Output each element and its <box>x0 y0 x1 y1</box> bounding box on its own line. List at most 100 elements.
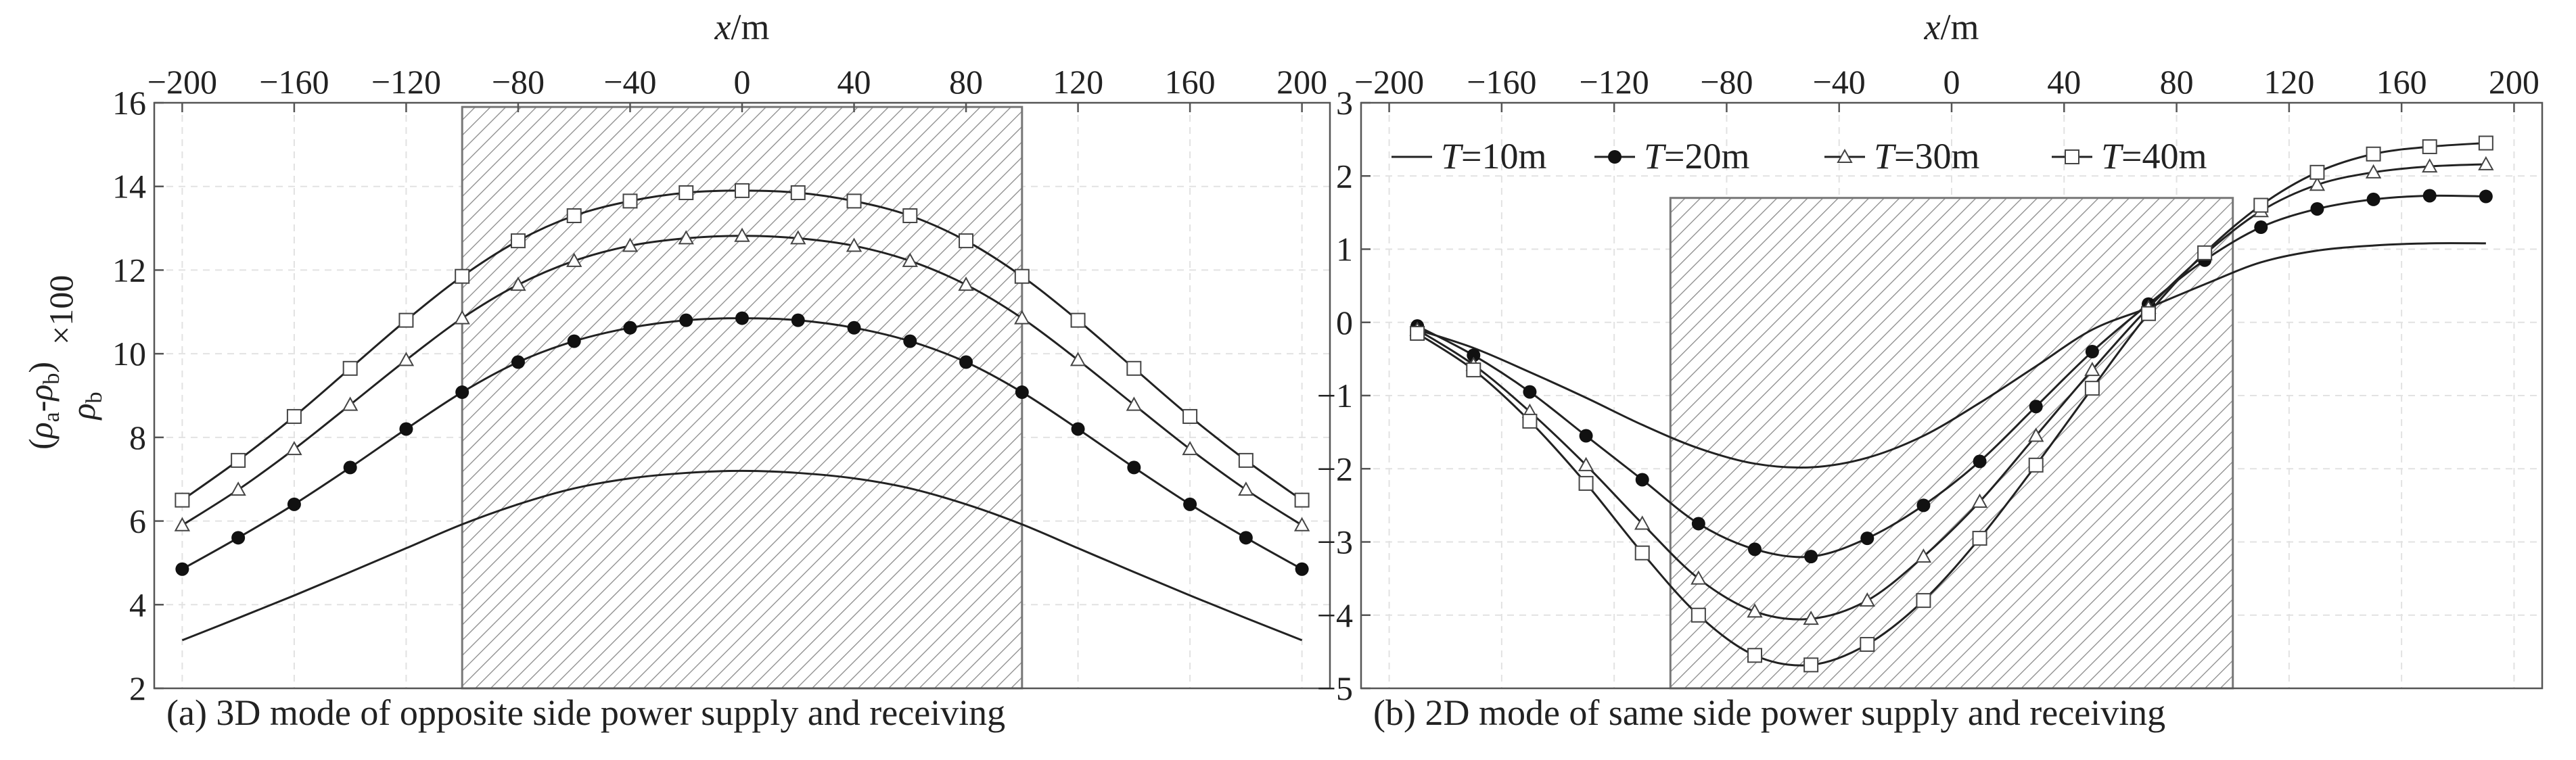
panel-a-point-t-30m <box>566 252 582 267</box>
panel-a-point-t-40m <box>1182 408 1198 424</box>
panel-b-point-t-40m <box>1634 545 1650 561</box>
panel-a-point-t-20m <box>399 422 413 436</box>
panel-a-point-t-40m <box>566 208 582 224</box>
legend-marker-t-30m <box>1837 148 1853 163</box>
panel-a-point-t-20m <box>903 334 917 348</box>
panel-b-point-t-20m <box>2310 201 2324 216</box>
panel-b-point-t-30m <box>1578 456 1594 471</box>
panel-a-point-t-20m <box>959 355 973 369</box>
panel-b-ytick-label: 3 <box>1336 84 1353 122</box>
panel-b-xtick-label: −40 <box>1813 63 1866 101</box>
panel-a-point-t-30m <box>174 517 191 531</box>
panel-b-point-t-20m <box>2479 189 2493 204</box>
legend-label-t-30m: T=30m <box>1874 136 1980 176</box>
legend-label-t-20m: T=20m <box>1644 136 1750 176</box>
panel-b-xtick-label: 80 <box>2160 63 2194 101</box>
panel-b-point-t-20m <box>1467 348 1481 362</box>
panel-b-point-t-20m <box>1916 498 1931 513</box>
panel-b-shaded-region <box>1669 197 2234 690</box>
panel-b-ytick-label: −3 <box>1317 523 1353 561</box>
panel-b-xtick-label: −200 <box>1354 63 1424 101</box>
panel-b-yticks: −5 −4 −3 −2 −1 0 1 2 3 <box>1317 84 1371 707</box>
panel-b-point-t-40m <box>1860 637 1875 652</box>
panel-a-ytick-label: 14 <box>112 168 146 206</box>
panel-b-point-t-40m <box>1972 531 1987 546</box>
panel-a-line-t-10m <box>181 469 1303 642</box>
panel-b-point-t-40m <box>1522 413 1538 429</box>
panel-a-point-t-40m <box>735 183 750 198</box>
panel-b-point-t-40m <box>2141 306 2156 321</box>
panel-a-ytick-label: 6 <box>129 502 146 540</box>
panel-b-line-t-10m <box>1417 242 2486 469</box>
panel-b-xticks: −200 −160 −120 −80 −40 0 40 80 120 160 200 <box>1354 63 2539 112</box>
panel-b-xtick-label: −160 <box>1467 63 1536 101</box>
panel-a-point-t-20m <box>175 562 189 576</box>
panel-a-caption: (a) 3D mode of opposite side power suppl… <box>166 692 1005 733</box>
panel-b-xlabel: x/m <box>1924 7 1979 47</box>
panel-b-ytick-label: 1 <box>1336 231 1353 268</box>
panel-a-point-t-30m <box>902 252 918 267</box>
panel-a-point-t-20m <box>1127 460 1141 475</box>
panel-a-xtick-label: 200 <box>1276 63 1327 101</box>
panel-b-caption: (b) 2D mode of same side power supply an… <box>1373 692 2165 733</box>
panel-a-xticks: −200 −160 −120 −80 −40 0 40 80 120 160 200 <box>147 63 1327 112</box>
panel-b-point-t-40m <box>1410 325 1425 341</box>
panel-b-point-t-20m <box>1523 385 1537 399</box>
panel-b-line-t-40m <box>1417 142 2486 667</box>
panel-b-line-t-20m <box>1417 194 2486 559</box>
panel-a-point-t-40m <box>1070 312 1086 328</box>
panel-b-xtick-label: −80 <box>1700 63 1753 101</box>
panel-a-ylabel: (ρa-ρb) ρb ×100 <box>22 275 107 450</box>
panel-a-point-t-20m <box>343 460 357 475</box>
panel-a-point-t-20m <box>231 531 246 545</box>
panel-a-point-t-40m <box>342 360 358 376</box>
panel-a-point-t-30m <box>454 310 470 325</box>
panel-a-point-t-40m <box>231 452 246 468</box>
panel-b-point-t-30m <box>1803 611 1819 625</box>
panel-a-point-t-20m <box>791 313 805 327</box>
panel-b-ytick-label: −1 <box>1317 377 1353 414</box>
panel-b-point-t-20m <box>2254 220 2268 235</box>
panel-a-point-t-30m <box>398 352 415 366</box>
panel-a-point-t-40m <box>959 233 974 249</box>
panel-b-point-t-20m <box>1635 473 1649 487</box>
panel-a-point-t-30m <box>342 396 359 411</box>
panel-b-point-t-40m <box>2084 381 2100 396</box>
panel-a-xtick-label: 40 <box>837 63 871 101</box>
panel-a-xtick-label: −80 <box>492 63 545 101</box>
panel-a-xtick-label: −160 <box>259 63 329 101</box>
panel-b-point-t-20m <box>1860 531 1874 546</box>
panel-a-point-t-20m <box>567 334 581 348</box>
panel-a-point-t-30m <box>790 230 806 245</box>
panel-b-point-t-30m <box>2028 427 2044 442</box>
panel-a-point-t-40m <box>1014 268 1030 284</box>
panel-b-point-t-20m <box>2029 400 2043 414</box>
panel-a-point-t-40m <box>1294 492 1310 508</box>
panel-a-xtick-label: 160 <box>1165 63 1216 101</box>
panel-a-point-t-20m <box>287 497 301 511</box>
panel-a-xtick-label: 120 <box>1053 63 1103 101</box>
panel-b-point-t-30m <box>1915 548 1932 563</box>
panel-a-ytick-label: 16 <box>112 84 146 122</box>
panel-a-point-t-40m <box>175 492 190 508</box>
panel-a-point-t-20m <box>1295 562 1309 576</box>
legend-marker-t-40m <box>2065 149 2079 164</box>
panel-b-point-t-40m <box>1690 607 1706 623</box>
legend-label-t-40m: T=40m <box>2101 136 2207 176</box>
panel-a-point-t-30m <box>1182 441 1198 456</box>
panel-a-point-t-40m <box>455 268 470 284</box>
panel-b-point-t-40m <box>1747 648 1762 663</box>
panel-a-point-t-20m <box>455 385 469 400</box>
panel-b-point-t-30m <box>2478 156 2494 170</box>
panel-b-ytick-label: 2 <box>1336 157 1353 195</box>
panel-a-xlabel: x/m <box>714 7 770 47</box>
panel-b-point-t-30m <box>1690 570 1707 585</box>
panel-b-ytick-label: −2 <box>1317 450 1353 488</box>
panel-b-point-t-40m <box>2028 457 2044 473</box>
panel-b-xtick-label: 200 <box>2489 63 2539 101</box>
panel-a-point-t-30m <box>230 481 246 496</box>
panel-a-point-t-30m <box>734 227 750 242</box>
panel-a-point-t-20m <box>1239 531 1253 545</box>
panel-b-line-t-30m <box>1417 163 2486 621</box>
